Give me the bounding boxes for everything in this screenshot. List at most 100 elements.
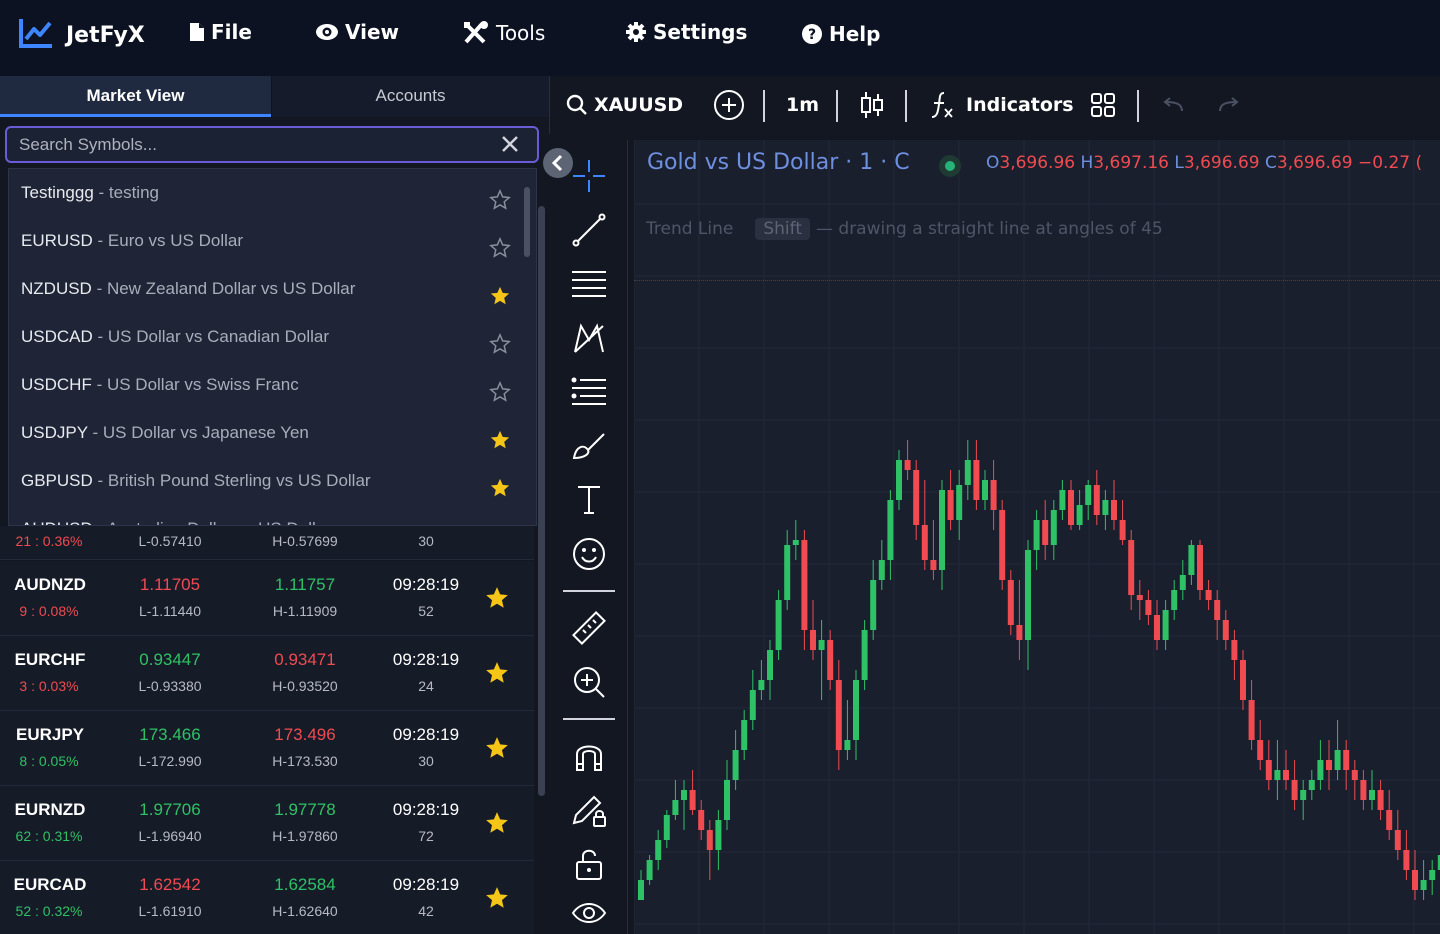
quote-change: 3 : 0.03% xyxy=(19,678,79,694)
drawing-hint: Trend Line Shift — drawing a straight line… xyxy=(646,218,1163,240)
ruler-icon xyxy=(570,609,608,647)
star-filled-icon[interactable] xyxy=(489,470,511,518)
undo-button[interactable] xyxy=(1160,76,1186,134)
symbol-search-button[interactable]: XAUUSD xyxy=(566,76,683,134)
candle-body xyxy=(784,545,791,600)
menu-tools[interactable]: Tools xyxy=(462,20,545,46)
forecast-tool[interactable] xyxy=(569,372,609,412)
candle-body xyxy=(1420,880,1427,890)
suggestion-item[interactable]: GBPUSD - British Pound Sterling vs US Do… xyxy=(21,457,521,505)
layout-button[interactable] xyxy=(1090,76,1116,134)
brush-tool[interactable] xyxy=(569,426,609,466)
tab-market-view[interactable]: Market View xyxy=(0,76,271,117)
chart-legend-title: Gold vs US Dollar · 1 · C xyxy=(647,150,910,175)
candle-body xyxy=(853,680,859,740)
indicators-button[interactable]: Indicators xyxy=(930,76,1074,134)
quotes-scrollbar[interactable] xyxy=(538,206,545,796)
star-filled-icon[interactable] xyxy=(484,810,510,841)
suggestion-item[interactable]: Testinggg - testing xyxy=(21,169,521,217)
quote-row[interactable]: EURCAD 52 : 0.32% 1.62542 L-1.61910 1.62584 H… xyxy=(0,861,534,934)
candle-body xyxy=(913,470,920,525)
price-chart[interactable]: Gold vs US Dollar · 1 · C O3,696.96 H3,6… xyxy=(634,140,1440,934)
star-outline-icon[interactable] xyxy=(489,230,511,278)
pattern-tool[interactable] xyxy=(569,318,609,358)
ohlc-high: 3,697.16 xyxy=(1093,153,1169,173)
tab-accounts[interactable]: Accounts xyxy=(272,76,549,117)
suggestion-item[interactable]: AUDUSD - Australian Dollar vs US Dollar xyxy=(21,505,521,525)
star-filled-icon[interactable] xyxy=(489,422,511,470)
candle-body xyxy=(1007,580,1014,625)
chart-type-button[interactable] xyxy=(860,76,884,134)
menu-file[interactable]: File xyxy=(189,20,252,44)
fib-tool[interactable] xyxy=(569,264,609,304)
quote-seconds: 72 xyxy=(418,828,434,844)
suggestion-item[interactable]: EURUSD - Euro vs US Dollar xyxy=(21,217,521,265)
star-outline-icon[interactable] xyxy=(489,326,511,374)
star-filled-icon[interactable] xyxy=(484,660,510,691)
candle-body xyxy=(1369,790,1375,800)
quote-low: L-0.93380 xyxy=(138,678,202,694)
quote-high: H-1.62640 xyxy=(272,903,338,919)
suggestion-item[interactable]: NZDUSD - New Zealand Dollar vs US Dollar xyxy=(21,265,521,313)
lock-tool[interactable] xyxy=(569,844,609,884)
hide-drawings-tool[interactable] xyxy=(569,894,609,934)
suggestion-description: - Australian Dollar vs US Dollar xyxy=(93,519,331,525)
text-tool[interactable] xyxy=(569,480,609,520)
interval-button[interactable]: 1m xyxy=(786,94,820,116)
suggestion-symbol: GBPUSD xyxy=(21,471,93,490)
clear-search-icon[interactable] xyxy=(501,135,519,158)
candle-body xyxy=(896,460,902,500)
candle-body xyxy=(861,630,868,680)
quote-row-partial[interactable]: 21 : 0.36% L-0.57410 H-0.57699 30 xyxy=(0,526,534,560)
star-filled-icon[interactable] xyxy=(489,278,511,326)
star-outline-icon[interactable] xyxy=(489,182,511,230)
quote-row[interactable]: EURJPY 8 : 0.05% 173.466 L-172.990 173.496 H-… xyxy=(0,711,534,786)
quote-bid: 173.466 xyxy=(139,725,201,744)
star-filled-icon[interactable] xyxy=(484,885,510,916)
compare-button[interactable] xyxy=(713,76,745,134)
quote-row[interactable]: AUDNZD 9 : 0.08% 1.11705 L-1.11440 1.11757 H-… xyxy=(0,561,534,636)
quote-ask: 1.11757 xyxy=(274,575,336,594)
candle-body xyxy=(1093,485,1100,515)
magnet-tool[interactable] xyxy=(569,736,609,776)
suggestion-description: - Euro vs US Dollar xyxy=(92,231,243,250)
suggestion-item[interactable]: USDCHF - US Dollar vs Swiss Franc xyxy=(21,361,521,409)
hint-key: Shift xyxy=(755,218,810,240)
quote-high: H-1.11909 xyxy=(272,603,338,619)
star-filled-icon[interactable] xyxy=(489,518,511,525)
emoji-tool[interactable] xyxy=(569,534,609,574)
star-filled-icon[interactable] xyxy=(484,585,510,616)
candle-body xyxy=(724,780,730,820)
app-logo[interactable]: JetFyX xyxy=(18,17,145,54)
star-outline-icon[interactable] xyxy=(489,374,511,422)
lock-drawings-tool[interactable] xyxy=(569,790,609,830)
suggestion-description: - British Pound Sterling vs US Dollar xyxy=(92,471,371,490)
quote-ask: 1.97778 xyxy=(274,800,336,819)
star-filled-icon[interactable] xyxy=(484,735,510,766)
candle-body xyxy=(982,480,988,500)
trend-line-tool[interactable] xyxy=(569,210,609,250)
ruler-tool[interactable] xyxy=(569,608,609,648)
quote-row[interactable]: EURNZD 62 : 0.31% 1.97706 L-1.96940 1.97778 H… xyxy=(0,786,534,861)
candle-body xyxy=(1240,660,1246,700)
menu-settings[interactable]: Settings xyxy=(625,20,747,44)
crosshair-tool[interactable] xyxy=(569,156,609,196)
suggestion-item[interactable]: USDJPY - US Dollar vs Japanese Yen xyxy=(21,409,521,457)
zoom-in-tool[interactable] xyxy=(569,662,609,702)
collapse-panel-button[interactable] xyxy=(543,148,573,178)
candle-body xyxy=(1145,600,1152,615)
suggestion-symbol: EURUSD xyxy=(21,231,93,250)
search-input[interactable] xyxy=(19,134,489,156)
redo-button[interactable] xyxy=(1216,76,1242,134)
menu-view[interactable]: View xyxy=(315,20,399,44)
quote-row[interactable]: EURCHF 3 : 0.03% 0.93447 L-0.93380 0.93471 H-… xyxy=(0,636,534,711)
candle-body xyxy=(1042,520,1049,545)
suggestion-item[interactable]: USDCAD - US Dollar vs Canadian Dollar xyxy=(21,313,521,361)
suggestion-symbol: Testinggg xyxy=(21,183,94,202)
quote-low: L-1.96940 xyxy=(138,828,202,844)
price-line xyxy=(634,280,1440,281)
dropdown-scrollbar[interactable] xyxy=(524,187,530,257)
candle-body xyxy=(1248,700,1255,740)
market-open-indicator xyxy=(939,155,961,177)
menu-help[interactable]: ? Help xyxy=(801,22,880,46)
